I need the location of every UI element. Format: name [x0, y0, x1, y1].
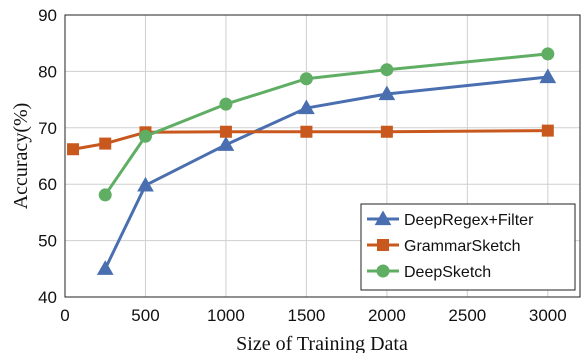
y-tick-label: 50 — [38, 232, 57, 251]
x-tick-label: 1500 — [287, 306, 325, 325]
y-tick-label: 70 — [38, 119, 57, 138]
legend-marker-deepregex-filter — [374, 210, 392, 226]
x-tick-label: 500 — [131, 306, 159, 325]
legend-marker-grammarsketch — [377, 239, 389, 251]
data-point-deepsketch — [541, 47, 555, 61]
y-tick-label: 40 — [38, 288, 57, 307]
data-point-deepregex-filter — [96, 260, 114, 275]
data-point-deepsketch — [299, 72, 313, 86]
x-tick-label: 0 — [60, 306, 69, 325]
y-tick-label: 60 — [38, 175, 57, 194]
plot-frame — [64, 14, 581, 298]
series-line-deepregex-filter — [103, 75, 548, 270]
legend-item-deepsketch: DeepSketch — [367, 264, 491, 281]
legend-label: DeepRegex+Filter — [404, 212, 534, 229]
series-deepsketch — [98, 47, 555, 202]
x-tick-label: 2500 — [448, 306, 486, 325]
data-point-deepregex-filter — [217, 136, 235, 151]
data-point-deepregex-filter — [137, 176, 154, 192]
x-axis-title: Size of Training Data — [236, 333, 408, 353]
legend-label: GrammarSketch — [404, 238, 520, 255]
data-point-deepsketch — [219, 97, 233, 111]
series-line-deepsketch — [103, 52, 548, 196]
legend-marker-deepsketch — [376, 264, 390, 278]
data-point-grammarsketch — [99, 137, 112, 150]
data-point-deepregex-filter — [539, 68, 557, 84]
y-axis-title: Accuracy(%) — [10, 103, 32, 210]
data-point-deepregex-filter — [378, 85, 396, 101]
y-tick-label: 90 — [38, 6, 57, 25]
data-point-grammarsketch — [541, 124, 554, 137]
data-point-grammarsketch — [380, 125, 393, 138]
data-point-grammarsketch — [67, 143, 80, 156]
y-tick-label: 80 — [38, 62, 57, 81]
series-layer — [67, 47, 557, 275]
data-point-deepsketch — [138, 129, 152, 143]
x-tick-label: 2000 — [368, 306, 406, 325]
data-point-deepsketch — [98, 188, 112, 202]
legend-item-deepregex-filter: DeepRegex+Filter — [367, 210, 534, 229]
legend-item-grammarsketch: GrammarSketch — [367, 238, 520, 255]
series-deepregex-filter — [96, 68, 557, 275]
legend: DeepRegex+Filter GrammarSketch DeepSketch — [360, 203, 576, 291]
data-point-deepregex-filter — [298, 99, 315, 115]
legend-label: DeepSketch — [404, 264, 491, 281]
x-tick-label: 3000 — [529, 306, 567, 325]
data-point-grammarsketch — [300, 125, 313, 138]
tick-labels: 40 50 60 70 80 90 0 500 1000 1500 2000 2500 3000 — [38, 6, 567, 325]
data-point-deepsketch — [380, 63, 394, 77]
data-point-grammarsketch — [219, 125, 232, 138]
x-tick-label: 1000 — [207, 306, 245, 325]
